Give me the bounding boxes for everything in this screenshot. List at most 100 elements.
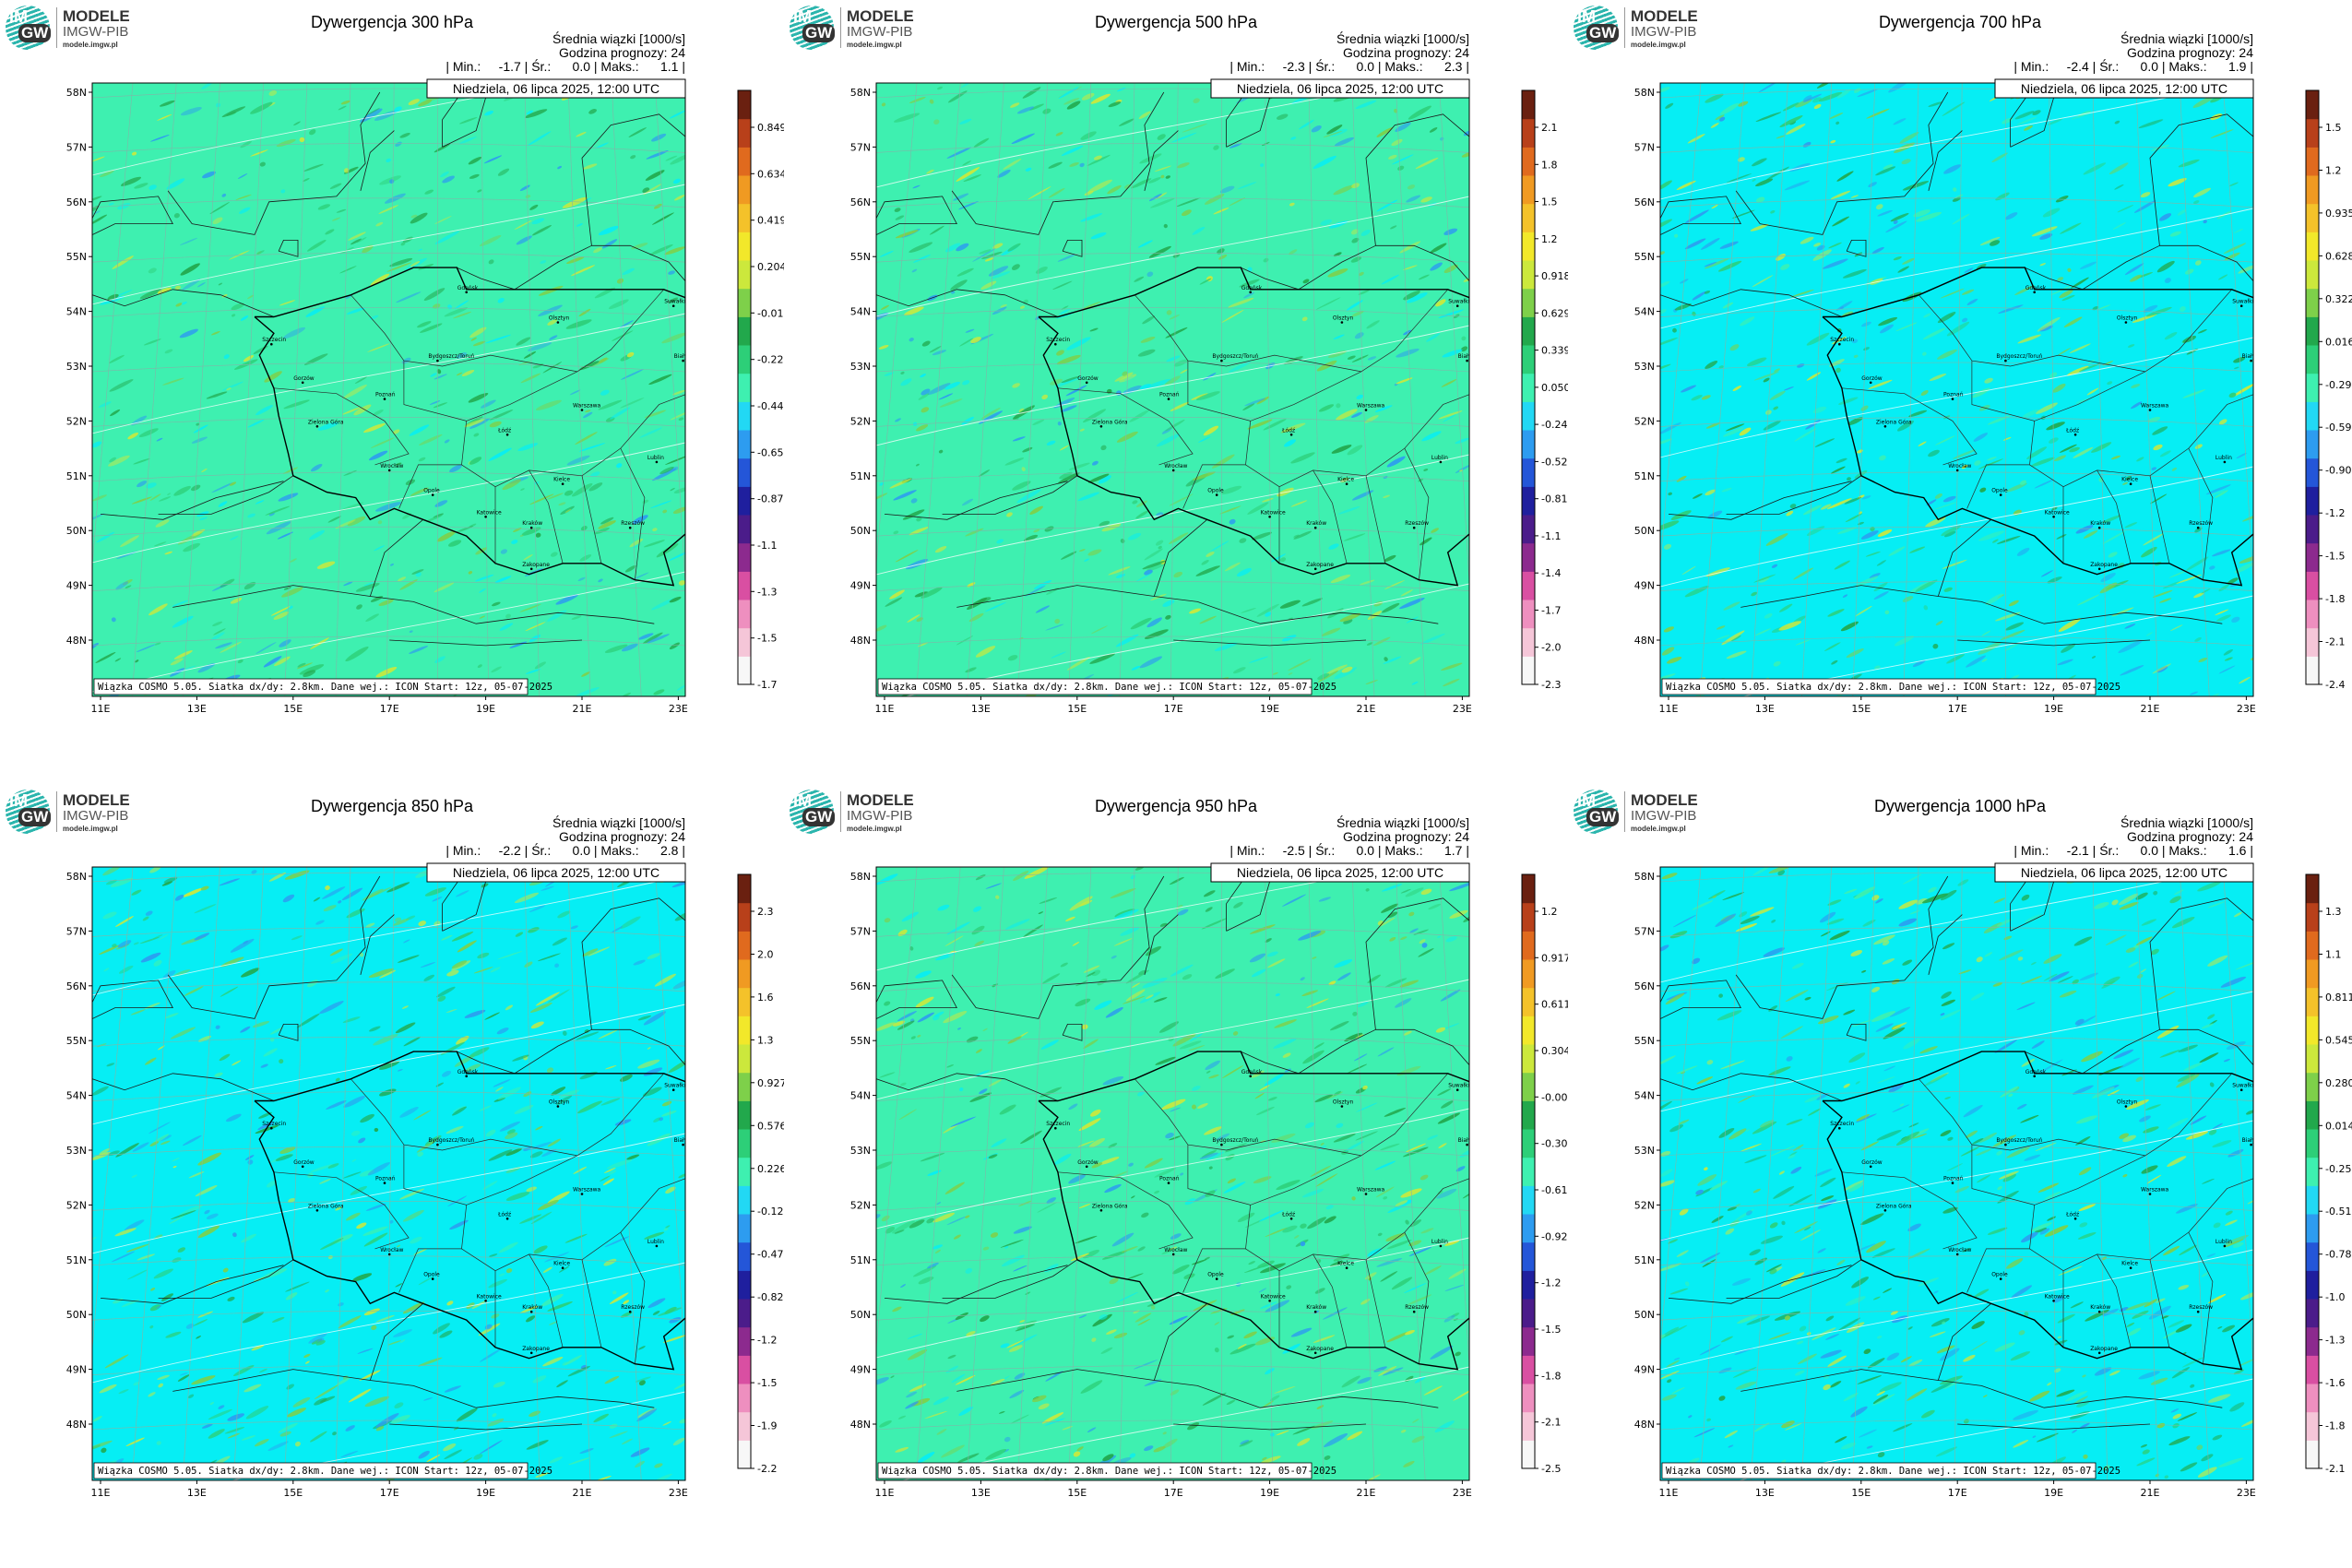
field-speckle <box>492 1413 497 1418</box>
field-speckle <box>319 1396 336 1403</box>
field-speckle <box>1083 965 1100 973</box>
field-speckle <box>1032 419 1045 426</box>
field-speckle <box>975 646 996 658</box>
colorbar-swatch <box>2306 373 2319 402</box>
field-speckle <box>1256 1106 1275 1116</box>
field-speckle <box>1997 1190 2019 1204</box>
stats-label: | Min.: -2.4 | Śr.: 0.0 | Maks.: 1.9 | <box>2013 59 2253 74</box>
imgw-logo[interactable]: IM GW MODELE IMGW-PIB modele.imgw.pl <box>1574 6 1721 52</box>
isohypse-contour <box>876 979 1469 1100</box>
longitude-label: 13E <box>1755 1487 1775 1499</box>
latitude-label: 57N <box>66 141 87 153</box>
logo-url: modele.imgw.pl <box>1631 41 1686 49</box>
field-speckle <box>1719 102 1740 115</box>
field-speckle <box>969 1092 992 1102</box>
field-speckle <box>453 311 471 319</box>
colorbar-swatch <box>738 1100 751 1130</box>
field-speckle <box>1351 354 1369 362</box>
latitude-gridline <box>876 197 1469 208</box>
field-speckle <box>1142 560 1166 570</box>
field-speckle <box>2079 362 2102 372</box>
field-speckle <box>1978 530 2005 541</box>
field-speckle <box>1861 495 1871 500</box>
city-label: Katowice <box>477 509 502 516</box>
field-speckle <box>255 1438 269 1447</box>
field-speckle <box>255 405 273 416</box>
field-speckle <box>120 535 139 548</box>
field-speckle <box>581 671 590 677</box>
field-speckle <box>325 1289 330 1293</box>
logo-url: modele.imgw.pl <box>1631 825 1686 833</box>
latitude-label: 55N <box>1634 251 1655 263</box>
field-speckle <box>260 1063 268 1068</box>
field-speckle <box>180 107 202 116</box>
field-speckle <box>621 692 632 696</box>
field-speckle <box>1738 1094 1755 1103</box>
province-border <box>1313 1253 1348 1348</box>
field-speckle <box>2196 1444 2204 1451</box>
field-speckle <box>972 248 996 262</box>
field-speckle <box>1693 493 1703 499</box>
footer-box <box>1661 1462 2097 1479</box>
field-speckle <box>517 443 539 452</box>
field-speckle <box>1240 1440 1250 1445</box>
field-speckle <box>241 968 260 978</box>
imgw-logo[interactable]: IM GW MODELE IMGW-PIB modele.imgw.pl <box>790 790 937 836</box>
field-speckle <box>117 202 131 210</box>
longitude-gridline <box>967 83 1004 696</box>
field-speckle <box>1797 363 1805 368</box>
province-border <box>2149 1259 2170 1348</box>
imgw-logo[interactable]: IM GW MODELE IMGW-PIB modele.imgw.pl <box>6 6 153 52</box>
field-speckle <box>289 558 297 563</box>
latitude-label: 51N <box>850 1254 871 1266</box>
colorbar-label: 0.014 <box>2325 1120 2352 1132</box>
field-speckle <box>1333 184 1354 196</box>
city-label: Wrocław <box>380 1247 403 1253</box>
imgw-logo[interactable]: IM GW MODELE IMGW-PIB modele.imgw.pl <box>6 790 153 836</box>
field-speckle <box>360 1113 374 1123</box>
latitude-gridline <box>92 1420 685 1431</box>
field-speckle <box>612 1290 617 1295</box>
field-speckle <box>2059 290 2073 299</box>
field-speckle <box>2176 1074 2200 1088</box>
imgw-logo[interactable]: IM GW MODELE IMGW-PIB modele.imgw.pl <box>790 6 937 52</box>
field-speckle <box>1405 887 1424 897</box>
field-speckle <box>112 1251 136 1263</box>
field-speckle <box>1942 943 1955 950</box>
field-speckle <box>1746 1129 1750 1132</box>
field-speckle <box>2107 381 2113 386</box>
field-speckle <box>445 1125 464 1134</box>
field-speckle <box>2198 657 2208 663</box>
field-speckle <box>149 493 161 501</box>
field-speckle <box>241 1435 256 1441</box>
field-speckle <box>201 1423 213 1429</box>
city-marker <box>1340 1105 1344 1108</box>
field-speckle <box>2136 457 2144 462</box>
latitude-gridline <box>1660 1091 2253 1101</box>
longitude-gridline <box>814 867 873 1480</box>
field-speckle <box>909 945 914 951</box>
field-speckle <box>243 355 255 362</box>
field-speckle <box>221 381 244 391</box>
city-label: Poznań <box>1159 392 1180 398</box>
province-border <box>1404 1231 1430 1364</box>
colorbar-swatch <box>1522 874 1535 904</box>
field-speckle <box>367 343 390 352</box>
field-speckle <box>1330 1020 1349 1031</box>
longitude-label: 23E <box>2237 1487 2256 1499</box>
imgw-logo[interactable]: IM GW MODELE IMGW-PIB modele.imgw.pl <box>1574 790 1721 836</box>
field-speckle <box>2175 1203 2198 1214</box>
field-speckle <box>332 1431 337 1436</box>
field-speckle <box>468 392 489 403</box>
field-speckle <box>519 184 530 192</box>
field-speckle <box>946 147 972 159</box>
coastline-border <box>1928 130 1963 191</box>
field-speckle <box>542 1357 564 1367</box>
city-marker <box>2004 359 2007 362</box>
field-speckle <box>135 659 139 663</box>
stats-label: | Min.: -2.2 | Śr.: 0.0 | Maks.: 2.8 | <box>445 843 685 858</box>
colorbar-swatch <box>738 147 751 176</box>
field-speckle <box>1219 505 1241 515</box>
field-speckle <box>1400 888 1411 894</box>
panel-title: Dywergencja 300 hPa <box>310 13 474 31</box>
